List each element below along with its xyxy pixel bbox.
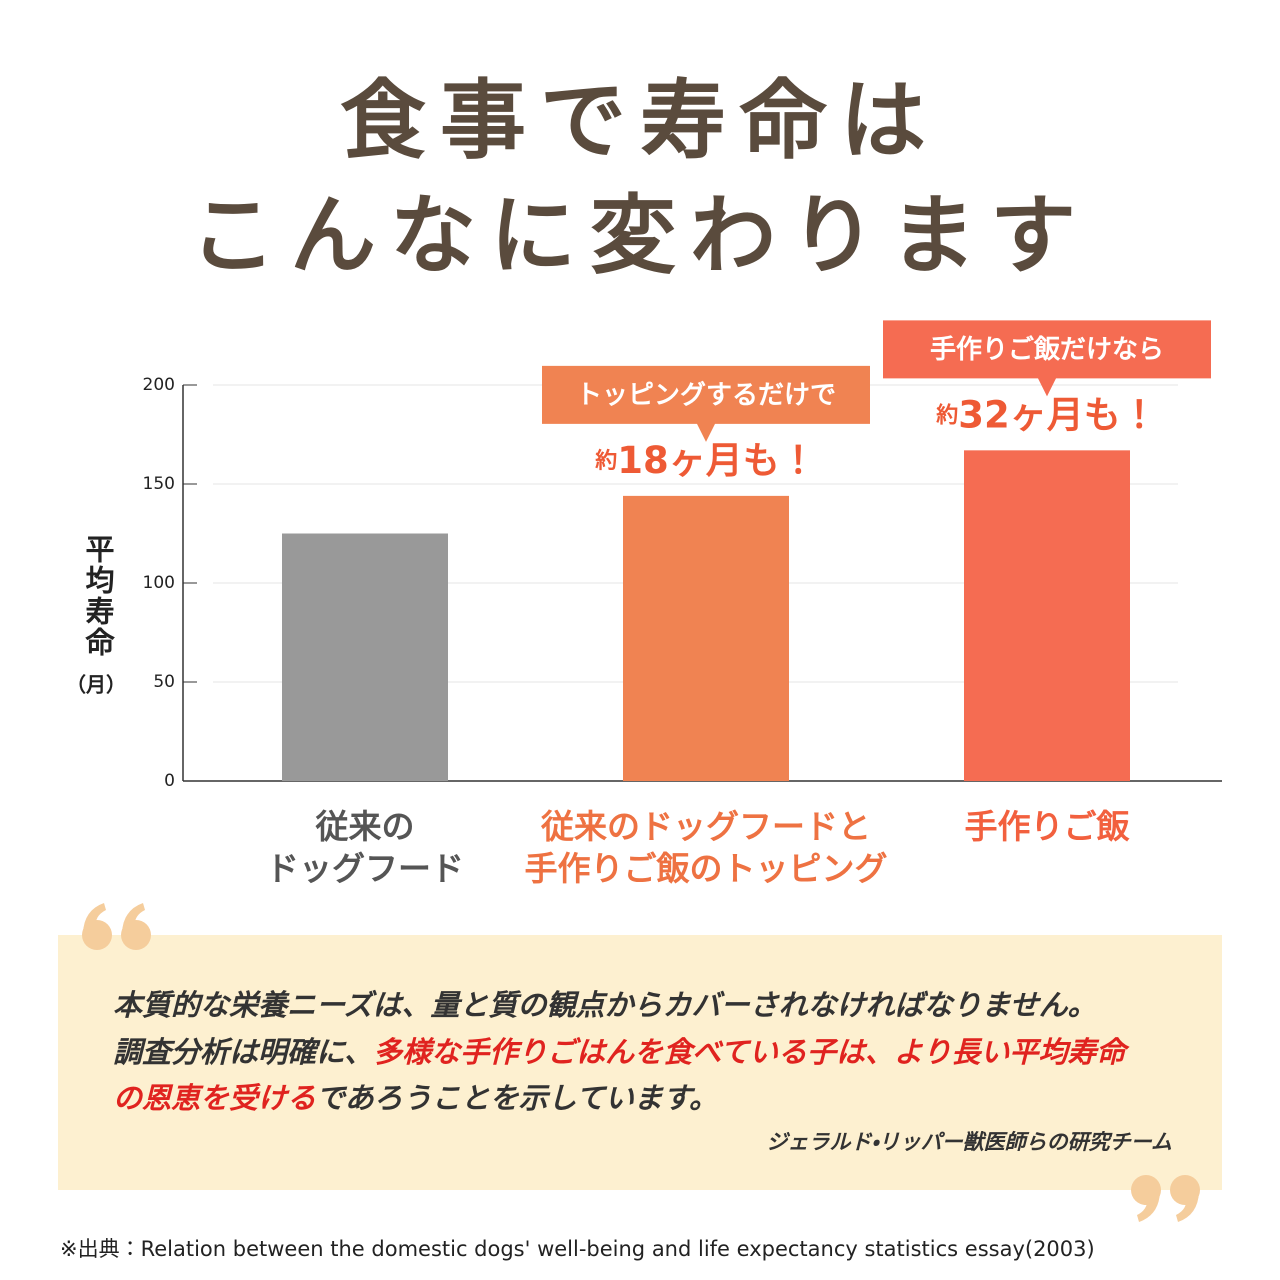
y-axis-unit: （月） [66,673,126,697]
bar [964,450,1130,781]
quote-mark [82,903,151,950]
title-line: 食事で寿命は [340,71,940,171]
bar [623,495,789,781]
annotation-prefix: 約 [935,402,958,428]
annotation-text: 18ヶ月も！ [617,438,817,481]
annotation-prefix: 約 [594,448,617,474]
annotation: 約18ヶ月も！ [594,438,817,481]
annotation-text: 32ヶ月も！ [958,393,1158,436]
x-tick-label: 従来のドッグフードと 手作りご飯のトッピング [524,807,888,888]
quote-segment: 調査分析は明確に、 [113,1035,374,1069]
quote-segment: であろうことを示しています。 [316,1081,718,1115]
quote-line: 本質的な栄養ニーズは、量と質の観点からカバーされなければなりません。 [113,982,1097,1024]
source: ※出典：Relation between the domestic dogs' … [60,1237,1095,1261]
y-tick-label: 50 [153,672,175,692]
y-tick-label: 200 [143,375,175,395]
callout-box [542,365,870,442]
bar [282,533,448,781]
quote-segment: の恩恵を受ける [113,1081,317,1115]
quote-line: 調査分析は明確に、多様な手作りごはんを食べている子は、より長い平均寿命 [113,1029,1125,1071]
y-tick-label: 150 [143,474,175,494]
title-line: こんなに変わります [190,186,1090,286]
y-axis-label: 平均寿命 [81,534,116,658]
quote-box [58,935,1222,1190]
quote-segment: 多様な手作りごはんを食べている子は、より長い平均寿命 [373,1035,1126,1069]
y-tick-label: 0 [164,771,175,791]
y-tick-label: 100 [143,573,175,593]
quote-segment: 本質的な栄養ニーズは、量と質の観点からカバーされなければなりません。 [113,988,1097,1022]
quote-line: の恩恵を受けるであろうことを示しています。 [113,1075,718,1117]
quote-mark [1131,1175,1200,1222]
x-tick-label: 手作りご飯 [964,807,1130,846]
quote-attribution: ジェラルド・リッパー獣医師らの研究チーム [766,1129,1172,1154]
annotation: 約32ヶ月も！ [935,393,1158,436]
callout-text: 手作りご飯だけなら [930,334,1164,365]
x-tick-label: 従来の ドッグフード [266,807,464,888]
callout-text: トッピングするだけで [576,380,836,410]
callout-box [883,320,1211,397]
